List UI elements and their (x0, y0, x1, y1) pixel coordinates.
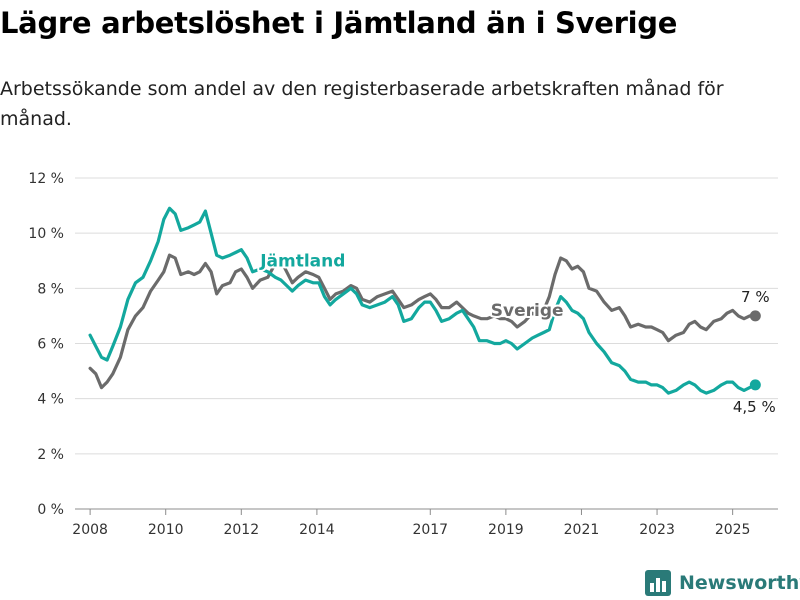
x-tick-label: 2017 (412, 522, 448, 538)
end-value-label-jamtland: 4,5 % (733, 398, 776, 416)
series-end-point (749, 310, 761, 322)
series-end-point (749, 379, 761, 391)
y-tick-label: 10 % (28, 226, 64, 242)
x-tick-label: 2014 (299, 522, 335, 538)
y-tick-label: 0 % (37, 502, 64, 518)
end-value-label-sverige: 7 % (741, 288, 770, 306)
series-line-jamtland (88, 206, 757, 395)
bar-chart-logo-icon (645, 570, 671, 596)
x-tick-label: 2023 (639, 522, 675, 538)
y-tick-label: 6 % (37, 337, 64, 353)
x-tick-label: 2012 (223, 522, 259, 538)
x-tick-label: 2025 (715, 522, 751, 538)
series-line-sverige (88, 253, 757, 390)
y-tick-label: 4 % (37, 392, 64, 408)
x-tick-label: 2021 (564, 522, 600, 538)
series-label-sverige: Sverige (491, 301, 564, 321)
brand-name: Newsworthy (679, 572, 800, 594)
x-tick-label: 2010 (148, 522, 184, 538)
x-tick-label: 2008 (72, 522, 108, 538)
x-tick-label: 2019 (488, 522, 524, 538)
series-label-jamtland: Jämtland (259, 251, 345, 271)
y-tick-label: 12 % (28, 171, 64, 187)
chart-subtitle: Arbetssökande som andel av den registerb… (0, 78, 724, 130)
y-tick-label: 8 % (37, 281, 64, 297)
chart-title: Lägre arbetslöshet i Jämtland än i Sveri… (0, 6, 678, 40)
y-tick-label: 2 % (37, 447, 64, 463)
newsworthy-logo: Newsworthy (645, 568, 800, 598)
